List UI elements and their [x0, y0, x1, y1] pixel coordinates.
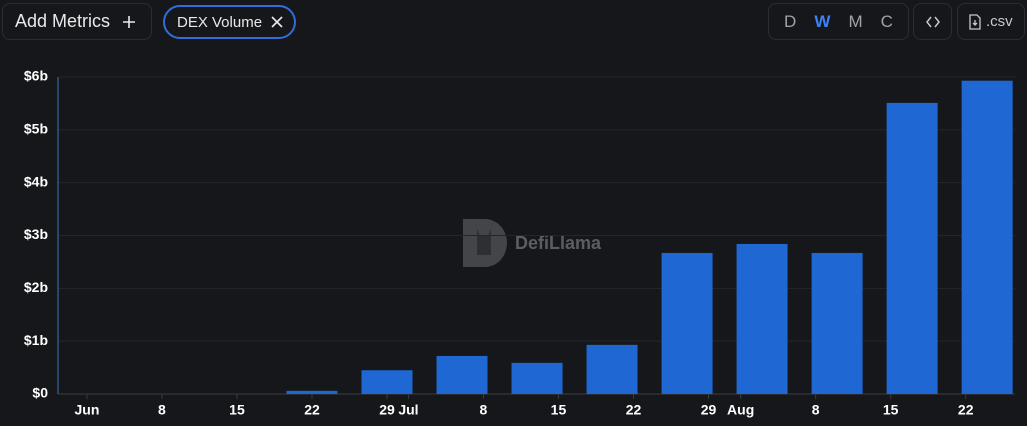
- x-tick-label: 22: [304, 402, 320, 418]
- x-tick-label: 8: [480, 402, 488, 418]
- watermark: DefiLlama: [515, 233, 602, 253]
- plus-icon: [123, 15, 136, 28]
- bar: [661, 252, 713, 394]
- bar: [511, 362, 563, 394]
- add-metrics-label: Add Metrics: [15, 11, 111, 31]
- file-icon: [969, 13, 981, 30]
- x-tick-label: 8: [158, 402, 166, 418]
- watermark-logo: [463, 219, 507, 267]
- embed-button[interactable]: [913, 3, 952, 40]
- close-icon[interactable]: [271, 16, 283, 28]
- x-tick-label: 15: [883, 402, 899, 418]
- interval-option[interactable]: M: [848, 11, 863, 31]
- bar: [361, 370, 413, 394]
- y-tick-label: $2b: [24, 279, 48, 295]
- interval-option[interactable]: W: [814, 11, 831, 31]
- x-tick-label: 29: [701, 402, 717, 418]
- add-metrics-button[interactable]: Add Metrics: [2, 3, 152, 40]
- metric-chip-label: DEX Volume: [177, 13, 263, 31]
- x-tick-label: 22: [958, 402, 974, 418]
- y-tick-label: $1b: [24, 332, 48, 348]
- csv-button[interactable]: .csv: [957, 3, 1025, 40]
- x-tick-label: Jun: [74, 402, 99, 418]
- x-tick-label: 8: [812, 402, 820, 418]
- x-tick-label: 29: [379, 402, 395, 418]
- csv-label: .csv: [986, 13, 1013, 30]
- x-tick-label: 15: [229, 402, 245, 418]
- bar: [811, 252, 863, 394]
- metric-chip[interactable]: DEX Volume: [163, 5, 296, 39]
- interval-option[interactable]: C: [880, 11, 893, 31]
- bar: [961, 80, 1013, 394]
- y-tick-label: $5b: [24, 121, 48, 137]
- bar: [736, 243, 788, 394]
- y-tick-label: $6b: [24, 68, 48, 84]
- bar: [886, 102, 938, 394]
- interval-option[interactable]: D: [784, 11, 797, 31]
- x-tick-label: 22: [626, 402, 642, 418]
- bar: [436, 355, 488, 394]
- x-tick-label: 15: [551, 402, 567, 418]
- y-tick-label: $4b: [24, 173, 48, 189]
- bar: [586, 344, 638, 394]
- x-tick-label: Aug: [727, 402, 754, 418]
- code-icon: [925, 16, 940, 27]
- bar: [286, 390, 338, 394]
- y-tick-label: $0: [32, 385, 48, 401]
- x-tick-label: Jul: [398, 402, 418, 418]
- y-tick-label: $3b: [24, 226, 48, 242]
